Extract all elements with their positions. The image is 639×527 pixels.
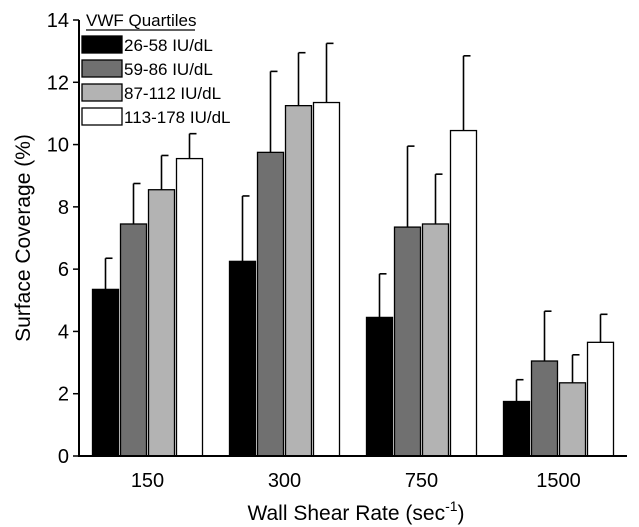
- bar-750-s2: [393, 226, 422, 457]
- legend-swatch-4: [81, 107, 123, 126]
- bar-150-s1: [91, 288, 120, 457]
- bar-1500-s4: [586, 341, 615, 457]
- y-tick-label-4: 4: [58, 321, 69, 343]
- x-tick-label-150: 150: [131, 470, 164, 492]
- bar-750-s3: [421, 223, 450, 457]
- legend: VWF Quartiles 26-58 IU/dL 59-86 IU/dL 87-1…: [81, 11, 230, 127]
- legend-label-2: 59-86 IU/dL: [124, 60, 213, 79]
- bar-150-s4: [175, 157, 204, 457]
- y-tick-label-0: 0: [58, 446, 69, 468]
- x-ticks: 150 300 750 1500: [131, 470, 581, 492]
- bars-layer: [91, 101, 615, 457]
- legend-title: VWF Quartiles: [86, 11, 197, 30]
- legend-swatch-3: [81, 83, 123, 102]
- x-tick-label-300: 300: [268, 470, 301, 492]
- y-ticks: 0 2 4 6 8 10 12 14: [47, 10, 79, 468]
- bar-300-s4: [312, 101, 341, 457]
- x-axis-label: Wall Shear Rate (sec-1): [247, 498, 464, 525]
- x-axis-label-exponent: -1: [445, 498, 458, 514]
- y-tick-label-12: 12: [47, 72, 69, 94]
- x-tick-label-1500: 1500: [536, 470, 581, 492]
- legend-label-1: 26-58 IU/dL: [124, 36, 213, 55]
- y-axis-label: Surface Coverage (%): [12, 134, 35, 342]
- y-tick-label-2: 2: [58, 384, 69, 406]
- bar-150-s3: [147, 189, 176, 457]
- bar-300-s3: [284, 104, 313, 457]
- legend-label-3: 87-112 IU/dL: [124, 84, 221, 103]
- bar-1500-s1: [502, 400, 531, 457]
- y-tick-label-6: 6: [58, 259, 69, 281]
- legend-swatch-1: [81, 35, 123, 54]
- y-tick-label-10: 10: [47, 135, 69, 157]
- bar-300-s1: [228, 260, 257, 457]
- error-bars-layer: [104, 42, 608, 402]
- bar-1500-s3: [558, 382, 587, 457]
- bar-750-s1: [365, 316, 394, 457]
- legend-label-4: 113-178 IU/dL: [124, 108, 230, 127]
- bar-150-s2: [119, 223, 148, 457]
- x-tick-label-750: 750: [405, 470, 438, 492]
- bar-750-s4: [449, 129, 478, 457]
- y-tick-label-8: 8: [58, 197, 69, 219]
- legend-swatch-2: [81, 59, 123, 78]
- x-axis-label-close: ): [458, 502, 465, 525]
- bar-1500-s2: [530, 360, 559, 457]
- y-tick-label-14: 14: [47, 10, 69, 32]
- bar-300-s2: [256, 151, 285, 457]
- legend-items: 26-58 IU/dL 59-86 IU/dL 87-112 IU/dL 113-17…: [81, 35, 230, 127]
- x-axis-label-main: Wall Shear Rate (sec: [247, 502, 445, 525]
